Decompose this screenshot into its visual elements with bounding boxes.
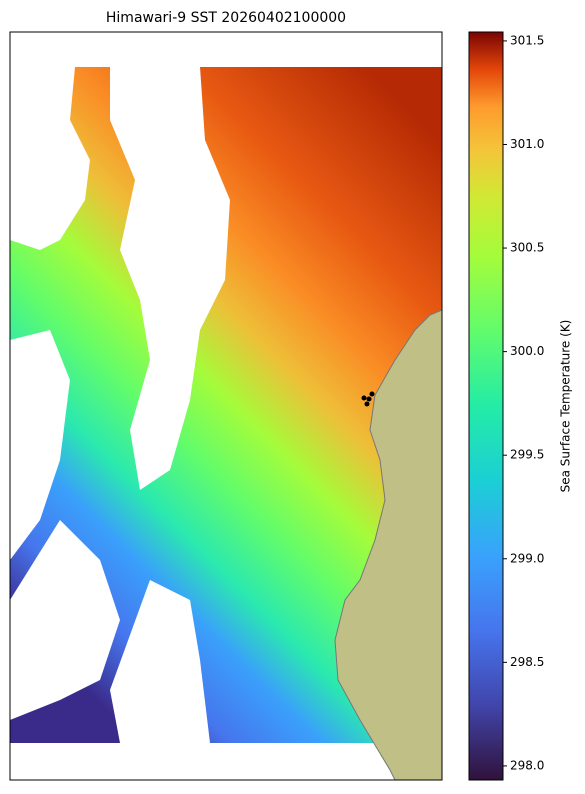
marker <box>364 401 370 407</box>
map-frame <box>9 31 443 781</box>
no-data <box>10 743 442 780</box>
tick-label: 301.5 <box>510 33 544 47</box>
map-title: Himawari-9 SST 20260402100000 <box>106 10 346 26</box>
tick-label: 301.0 <box>510 137 544 151</box>
colorbar-label: Sea Surface Temperature (K) <box>559 320 573 493</box>
tick-label: 299.0 <box>510 551 544 565</box>
marker <box>366 396 372 402</box>
land <box>334 309 443 781</box>
marker <box>369 391 375 397</box>
map <box>9 31 443 781</box>
tick-label: 300.5 <box>510 241 544 255</box>
cloud-mask <box>10 67 230 743</box>
colorbar <box>468 31 504 781</box>
marker <box>361 395 367 401</box>
tick-label: 298.5 <box>510 655 544 669</box>
tick-label: 300.0 <box>510 344 544 358</box>
tick-label: 298.0 <box>510 758 544 772</box>
tick-label: 299.5 <box>510 448 544 462</box>
